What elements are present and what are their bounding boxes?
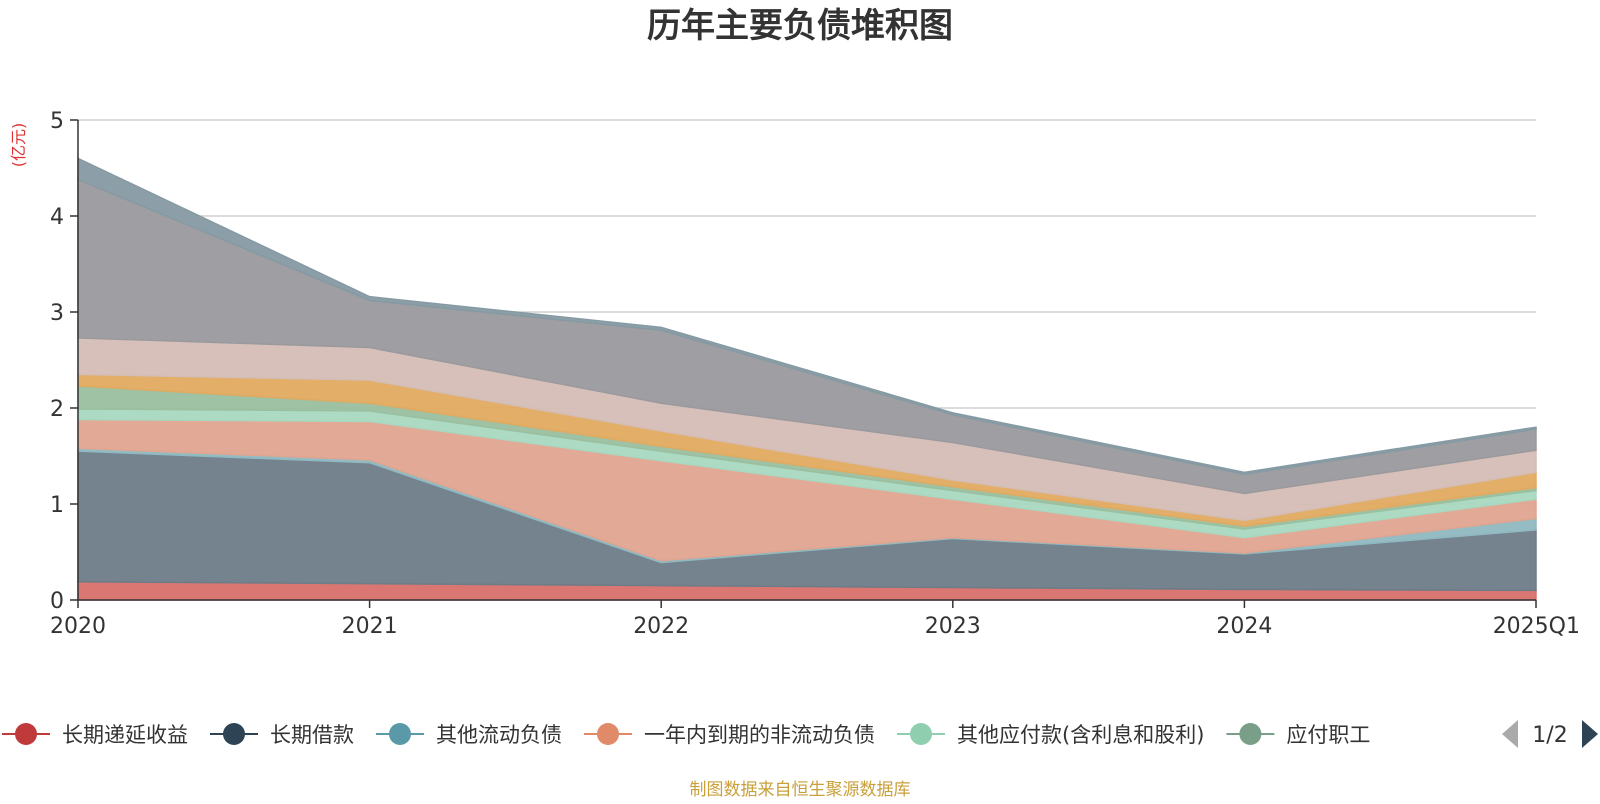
- legend-marker-dot: [910, 723, 932, 745]
- legend-label: 一年内到期的非流动负债: [644, 723, 875, 747]
- legend-prev-arrow-icon[interactable]: [1502, 720, 1518, 748]
- y-tick-label: 1: [50, 493, 64, 518]
- y-tick-label: 2: [50, 397, 64, 422]
- x-tick-label: 2025Q1: [1493, 614, 1580, 639]
- y-tick-label: 0: [50, 589, 64, 614]
- area-series-10[interactable]: [77, 157, 1537, 476]
- x-tick-label: 2023: [925, 614, 981, 639]
- legend-marker-dot: [1239, 723, 1262, 745]
- legend-page-indicator: 1/2: [1532, 723, 1567, 748]
- legend-marker-dot: [597, 723, 619, 745]
- legend-marker-dot: [223, 723, 245, 745]
- legend-next-arrow-icon[interactable]: [1582, 720, 1598, 748]
- area-series-group: [77, 157, 1537, 601]
- y-axis-unit-label: (亿元): [9, 123, 28, 168]
- legend-item[interactable]: 长期借款: [210, 723, 354, 747]
- y-tick-label: 5: [50, 109, 64, 134]
- x-tick-label: 2024: [1216, 614, 1272, 639]
- legend-label: 应付职工: [1286, 723, 1370, 747]
- legend-item[interactable]: 其他流动负债: [376, 723, 562, 747]
- legend-marker-dot: [389, 723, 411, 745]
- data-source-note: 制图数据来自恒生聚源数据库: [690, 780, 911, 800]
- legend-label: 长期借款: [270, 723, 354, 747]
- axes: 0 1 2 3 4 5 2020 2021 2022 2023 2024 2025Q1: [50, 109, 1580, 639]
- legend: 长期递延收益 长期借款 其他流动负债 一年内到期的非流动负债 其他应付款(含利息和股利)…: [2, 720, 1598, 748]
- y-tick-label: 3: [50, 301, 64, 326]
- x-tick-label: 2021: [342, 614, 398, 639]
- chart-title: 历年主要负债堆积图: [647, 6, 953, 46]
- y-tick-label: 4: [50, 205, 64, 230]
- legend-marker-dot: [15, 723, 37, 745]
- legend-item[interactable]: 应付职工: [1226, 723, 1370, 747]
- x-tick-label: 2020: [50, 614, 106, 639]
- legend-item[interactable]: 一年内到期的非流动负债: [584, 723, 875, 747]
- legend-item[interactable]: 长期递延收益: [2, 723, 188, 747]
- legend-label: 长期递延收益: [62, 723, 188, 747]
- legend-item[interactable]: 其他应付款(含利息和股利): [897, 723, 1204, 747]
- legend-label: 其他应付款(含利息和股利): [957, 723, 1204, 747]
- legend-label: 其他流动负债: [436, 723, 562, 747]
- x-tick-label: 2022: [633, 614, 689, 639]
